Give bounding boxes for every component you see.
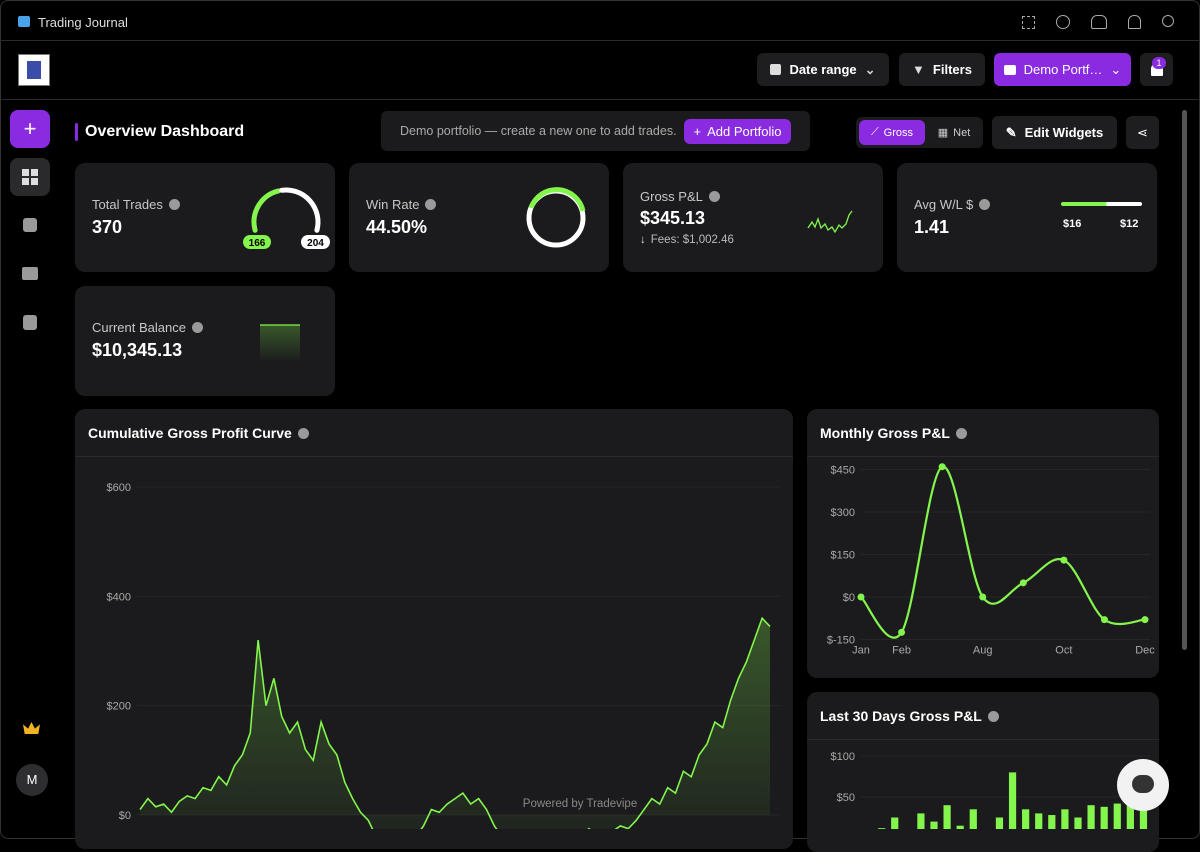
divider [0,40,1200,41]
edit-widgets-label: Edit Widgets [1024,125,1104,140]
fees-text: Fees: $1,002.46 [650,234,734,246]
date-range-button[interactable]: Date range ⌄ [757,53,889,86]
chart-title: Cumulative Gross Profit Curve [88,425,309,441]
card-label: Avg W/L $ [914,197,991,212]
gross-toggle[interactable]: ⟋ Gross [859,120,925,145]
divider [0,99,1200,100]
fees: ↓ Fees: $1,002.46 [640,234,734,246]
notice-text: Demo portfolio — create a new one to add… [400,124,677,138]
reports-nav[interactable] [23,218,37,232]
journal-nav[interactable] [22,267,38,280]
card-value: $345.13 [640,208,706,228]
card-label-text: Win Rate [366,197,420,212]
monthly-card [807,409,1159,678]
avg-loss: $12 [1120,218,1139,230]
avg-wl-card [897,163,1157,272]
dashboard-title: Overview Dashboard [85,123,245,140]
avg-win: $16 [1063,218,1082,230]
info-icon[interactable] [1056,15,1070,29]
chart-title-text: Cumulative Gross Profit Curve [88,425,292,441]
users-icon[interactable] [1091,15,1107,29]
card-value: 44.50% [366,217,428,237]
net-toggle[interactable]: ▦ Net [937,126,971,140]
portfolio-button[interactable]: Demo Portf… ⌄ [994,53,1131,86]
chat-button[interactable] [1117,759,1169,811]
dashboard-nav[interactable] [10,158,50,196]
card-label: Win Rate [366,197,437,212]
card-label: Current Balance [92,320,203,335]
fullscreen-icon[interactable] [1022,16,1035,29]
card-label: Total Trades [92,197,180,212]
filters-label: Filters [932,62,972,77]
chart-title-text: Monthly Gross P&L [820,425,950,441]
scrollbar[interactable] [1182,110,1187,650]
last30-card [807,692,1159,852]
card-label-text: Current Balance [92,320,186,335]
card-value: $10,345.13 [92,340,183,360]
edit-widgets-button[interactable]: ✎ Edit Widgets [992,116,1117,149]
portfolio-label: Demo Portf… [1023,62,1103,77]
card-label-text: Total Trades [92,197,163,212]
divider [807,739,1159,740]
notification-badge: 1 [1152,57,1166,69]
add-portfolio-label: Add Portfolio [707,124,782,139]
search-icon[interactable] [1162,15,1174,27]
date-range-label: Date range [789,62,857,77]
card-label: Gross P&L [640,189,720,204]
chart-title: Last 30 Days Gross P&L [820,708,999,724]
divider [807,456,1159,457]
bell-icon[interactable] [1128,15,1141,29]
app-icon [18,16,30,27]
chart-title-text: Last 30 Days Gross P&L [820,708,982,724]
chart-title: Monthly Gross P&L [820,425,967,441]
cumulative-card [75,409,793,849]
calendar-nav[interactable] [23,315,37,330]
add-portfolio-button[interactable]: + Add Portfolio [684,119,791,144]
logo[interactable] [18,54,50,86]
share-button[interactable]: ⋖ [1126,116,1159,149]
card-value: 370 [92,217,123,237]
net-label: Net [953,126,971,139]
title-accent [75,123,78,141]
divider [75,456,793,457]
avatar[interactable]: M [16,764,48,796]
card-label-text: Avg W/L $ [914,197,974,212]
card-value: 1.41 [914,217,950,237]
add-button[interactable]: + [10,110,50,148]
card-label-text: Gross P&L [640,189,703,204]
filters-button[interactable]: ▼ Filters [899,53,985,86]
app-title: Trading Journal [38,15,128,30]
gross-label: Gross [883,126,914,139]
